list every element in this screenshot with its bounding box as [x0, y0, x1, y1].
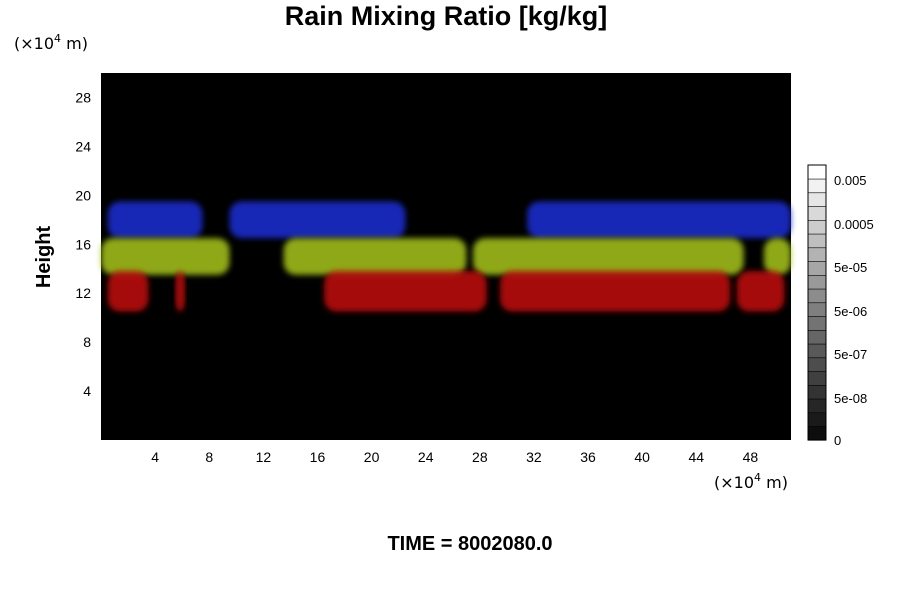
colorbar-tick-label-6: 0	[834, 433, 841, 448]
svg-text:(×104 m): (×104 m)	[14, 32, 88, 53]
rain-layer-2-segment-1	[324, 271, 487, 312]
colorbar-level-10	[807, 288, 827, 304]
colorbar-level-19	[807, 164, 827, 180]
rain-layer-0-segment-1	[229, 201, 406, 239]
rain-layer-1-segment-3	[763, 238, 791, 275]
colorbar-tick-label-4: 5e-07	[834, 347, 867, 362]
rain-layer-1-segment-2	[473, 238, 744, 275]
y-axis-label: Height	[33, 226, 55, 289]
colorbar-frame	[807, 164, 827, 441]
colorbar-level-18	[807, 178, 827, 194]
x-tick-label-10: 44	[689, 449, 705, 465]
y-unit-prefix: (×10	[14, 34, 54, 53]
x-tick-label-2: 12	[256, 449, 272, 465]
time-label: TIME = 8002080.0	[387, 533, 552, 555]
colorbar-level-16	[807, 205, 827, 221]
colorbar-tick-label-2: 5e-05	[834, 260, 867, 275]
x-tick-label-1: 8	[205, 449, 213, 465]
colorbar-tick-label-0: 0.005	[834, 173, 867, 188]
x-axis-unit: (×104 m)	[714, 471, 788, 492]
colorbar-tick-label-3: 5e-06	[834, 304, 867, 319]
rain-layer-0-segment-0	[107, 201, 203, 239]
x-tick-label-6: 28	[472, 449, 488, 465]
x-tick-label-11: 48	[743, 449, 759, 465]
y-tick-label-4: 20	[75, 187, 91, 203]
rain-layers	[101, 201, 791, 312]
colorbar-level-9	[807, 302, 827, 317]
rain-layer-0-segment-2	[527, 201, 791, 239]
colorbar-level-0	[807, 425, 827, 441]
x-tick-label-0: 4	[151, 449, 159, 465]
colorbar-level-6	[807, 343, 827, 359]
x-tick-label-5: 24	[418, 449, 434, 465]
y-tick-label-0: 4	[83, 383, 91, 399]
y-unit-suffix: m)	[61, 34, 88, 53]
chart-title: Rain Mixing Ratio [kg/kg]	[285, 1, 608, 31]
colorbar	[807, 164, 827, 441]
rain-layer-1-segment-0	[101, 238, 230, 275]
rain-layer-2-segment-2	[500, 271, 731, 312]
x-unit-suffix: m)	[761, 473, 788, 492]
colorbar-level-11	[807, 274, 827, 290]
colorbar-level-2	[807, 398, 827, 414]
rain-layer-1-segment-1	[283, 238, 467, 275]
x-tick-label-7: 32	[526, 449, 542, 465]
y-tick-label-5: 24	[75, 138, 91, 154]
colorbar-level-13	[807, 247, 827, 262]
colorbar-level-14	[807, 233, 827, 249]
colorbar-level-3	[807, 384, 827, 400]
y-tick-label-1: 8	[83, 334, 91, 350]
x-tick-label-4: 20	[364, 449, 380, 465]
rain-layer-2-segment-0	[107, 271, 149, 312]
colorbar-level-15	[807, 219, 827, 235]
y-tick-label-3: 16	[75, 236, 91, 252]
y-tick-label-2: 12	[75, 285, 91, 301]
y-axis-ticks: 4 8 12 16 20 24 28	[75, 89, 91, 399]
svg-text:(×104 m): (×104 m)	[714, 471, 788, 492]
x-tick-label-9: 40	[634, 449, 650, 465]
colorbar-tick-label-1: 0.0005	[834, 217, 874, 232]
y-tick-label-6: 28	[75, 89, 91, 105]
colorbar-level-4	[807, 370, 827, 386]
x-unit-prefix: (×10	[714, 473, 754, 492]
colorbar-level-1	[807, 412, 827, 427]
x-axis-ticks: 4 8 12 16 20 24 28 32 36 40 44 48	[151, 449, 758, 465]
y-unit-exponent: 4	[54, 32, 61, 45]
x-unit-exponent: 4	[754, 471, 761, 484]
x-tick-label-3: 16	[310, 449, 326, 465]
colorbar-level-5	[807, 357, 827, 372]
colorbar-tick-label-5: 5e-08	[834, 391, 867, 406]
colorbar-level-7	[807, 329, 827, 345]
colorbar-level-8	[807, 315, 827, 331]
rain-layer-2-segment-3	[736, 271, 785, 312]
colorbar-level-12	[807, 260, 827, 276]
colorbar-tick-labels: 0.005 0.0005 5e-05 5e-06 5e-07 5e-08 0	[834, 173, 874, 448]
rain-layer-2-segment-4	[175, 271, 185, 312]
colorbar-level-17	[807, 192, 827, 207]
x-tick-label-8: 36	[580, 449, 596, 465]
y-axis-unit: (×104 m)	[14, 32, 88, 53]
